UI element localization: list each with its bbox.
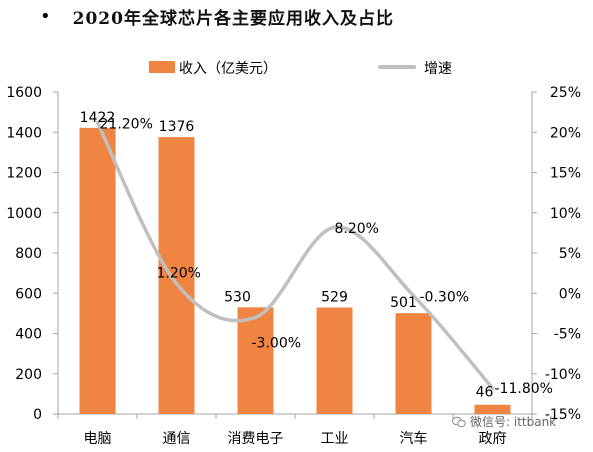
bar bbox=[158, 137, 195, 414]
y-left-tick-label: 1600 bbox=[6, 85, 42, 101]
y-right-tick-label: 15% bbox=[550, 166, 581, 182]
x-tick-label: 电脑 bbox=[84, 431, 112, 447]
bar bbox=[237, 307, 274, 414]
bar-data-label: 530 bbox=[224, 289, 251, 305]
chart-title: 2020年全球芯片各主要应用收入及占比 bbox=[72, 8, 394, 29]
bar bbox=[474, 404, 511, 414]
x-tick-label: 通信 bbox=[163, 431, 191, 447]
growth-line bbox=[95, 120, 495, 390]
x-tick-label: 工业 bbox=[321, 431, 349, 447]
y-right-tick-label: 0% bbox=[559, 286, 581, 302]
y-right-tick-label: 5% bbox=[559, 246, 581, 262]
legend-label-line: 增速 bbox=[424, 61, 452, 77]
bar-data-label: 501 bbox=[390, 295, 417, 311]
y-left-tick-label: 1400 bbox=[6, 125, 42, 141]
y-left-tick-label: 600 bbox=[15, 286, 42, 302]
y-right-tick-label: 20% bbox=[550, 125, 581, 141]
watermark: 微信号: ittbank bbox=[452, 413, 556, 430]
y-left-tick-label: 200 bbox=[15, 367, 42, 383]
y-right-tick-label: 25% bbox=[550, 85, 581, 101]
bar-data-label: 529 bbox=[321, 290, 348, 306]
title-row: • 2020年全球芯片各主要应用收入及占比 bbox=[40, 2, 394, 30]
x-tick-label: 汽车 bbox=[400, 430, 428, 447]
watermark-text: 微信号: ittbank bbox=[470, 415, 557, 429]
bullet-icon: • bbox=[40, 5, 51, 27]
y-left-tick-label: 1200 bbox=[6, 166, 42, 182]
x-tick-label: 政府 bbox=[479, 431, 507, 447]
bar bbox=[395, 313, 432, 414]
line-data-label: -11.80% bbox=[495, 381, 553, 397]
legend-label-bar: 收入（亿美元） bbox=[179, 61, 277, 77]
legend-swatch-bar bbox=[149, 61, 175, 73]
wechat-icon bbox=[452, 416, 466, 427]
y-left-tick-label: 1000 bbox=[6, 206, 42, 222]
x-tick-label: 消费电子 bbox=[228, 431, 284, 447]
y-left-tick-label: 0 bbox=[33, 407, 42, 423]
bar bbox=[79, 127, 116, 414]
line-data-label: 8.20% bbox=[335, 221, 379, 237]
line-data-label: 21.20% bbox=[100, 117, 153, 133]
bar bbox=[316, 307, 353, 414]
y-left-tick-label: 400 bbox=[15, 327, 42, 343]
y-left-tick-label: 800 bbox=[15, 246, 42, 262]
bar-data-label: 1376 bbox=[159, 119, 195, 135]
bar-data-label: 46 bbox=[476, 385, 494, 401]
bar-data-label: 1422 bbox=[80, 110, 116, 126]
line-data-label: -3.00% bbox=[252, 335, 302, 351]
y-right-tick-label: -5% bbox=[554, 327, 581, 343]
y-right-tick-label: 10% bbox=[550, 206, 581, 222]
line-data-label: 1.20% bbox=[157, 266, 201, 282]
y-right-tick-label: -15% bbox=[545, 407, 581, 423]
y-right-tick-label: -10% bbox=[545, 367, 581, 383]
line-data-label: -0.30% bbox=[420, 290, 470, 306]
